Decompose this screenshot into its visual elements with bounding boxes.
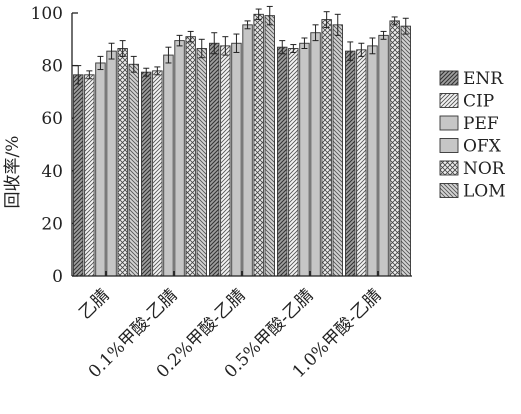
error-bar-cip-1	[154, 66, 161, 76]
error-bar-nor-0	[119, 40, 126, 57]
error-bar-nor-3	[323, 11, 330, 28]
error-bar-nor-4	[391, 16, 398, 26]
error-bar-lom-0	[130, 55, 137, 73]
error-bar-lom-4	[402, 17, 409, 35]
error-bar-ofx-0	[108, 42, 115, 60]
error-bar-pef-3	[301, 37, 308, 50]
error-bar-enr-1	[143, 67, 150, 77]
legend-item-cip: CIP	[439, 92, 494, 112]
bar-cip-3	[288, 48, 299, 277]
legend-label: ENR	[463, 69, 504, 89]
legend-swatch	[439, 93, 459, 108]
error-bar-pef-2	[233, 33, 240, 53]
error-bar-enr-4	[347, 41, 354, 61]
bar-cip-4	[356, 49, 367, 277]
error-bar-lom-3	[334, 13, 341, 36]
error-bar-ofx-4	[380, 30, 387, 40]
error-bar-lom-2	[266, 5, 273, 26]
y-tick-label: 60	[41, 109, 63, 129]
bar-lom-3	[332, 24, 343, 277]
legend-label: PEF	[463, 114, 499, 134]
bars	[73, 5, 411, 277]
bar-cip-2	[220, 45, 231, 277]
bar-pef-0	[95, 62, 106, 277]
bar-lom-2	[264, 15, 275, 277]
bar-nor-3	[321, 19, 332, 277]
error-bar-enr-2	[211, 32, 218, 55]
bar-enr-4	[345, 50, 356, 277]
error-bar-pef-1	[165, 46, 172, 64]
bar-nor-2	[253, 13, 264, 277]
legend-swatch	[439, 70, 459, 86]
error-bar-cip-2	[222, 36, 229, 56]
bar-pef-4	[367, 45, 378, 277]
bar-nor-0	[117, 48, 128, 277]
legend-swatch	[439, 160, 459, 176]
y-tick-label: 20	[41, 214, 63, 234]
legend-swatch	[439, 115, 459, 131]
bar-cip-0	[84, 74, 95, 277]
bar-enr-3	[277, 46, 288, 277]
y-axis-label: 回收率/%	[3, 136, 23, 209]
y-tick-label: 100	[31, 4, 63, 24]
bar-cip-1	[152, 70, 163, 277]
bar-ofx-0	[106, 50, 117, 277]
bar-pef-1	[163, 54, 174, 277]
y-tick-label: 80	[41, 57, 63, 77]
bar-enr-2	[209, 42, 220, 277]
bar-enr-0	[73, 74, 84, 277]
error-bar-pef-4	[369, 37, 376, 55]
error-bar-lom-1	[198, 38, 205, 59]
error-bar-ofx-2	[244, 20, 251, 30]
error-bar-cip-4	[358, 42, 365, 57]
bar-lom-1	[196, 48, 207, 277]
legend-label: CIP	[463, 92, 494, 112]
bar-lom-4	[400, 25, 411, 277]
y-tick-label: 40	[41, 162, 63, 182]
error-bar-ofx-3	[312, 24, 319, 42]
legend-item-nor: NOR	[439, 159, 506, 179]
legend-swatch	[439, 183, 459, 198]
legend-label: LOM	[463, 182, 506, 202]
bar-nor-4	[389, 20, 400, 277]
legend-item-pef: PEF	[439, 114, 499, 134]
bar-ofx-2	[242, 24, 253, 277]
error-bar-pef-0	[97, 55, 104, 71]
x-axis: 乙腈0.1%甲酸-乙腈0.2%甲酸-乙腈0.5%甲酸-乙腈1.0%甲酸-乙腈	[72, 271, 412, 382]
x-tick-label: 乙腈	[75, 285, 113, 323]
legend-item-ofx: OFX	[439, 137, 502, 157]
error-bar-enr-0	[75, 65, 82, 85]
bar-ofx-1	[174, 40, 185, 277]
bar-nor-1	[185, 36, 196, 277]
legend-item-enr: ENR	[439, 69, 504, 89]
error-bar-nor-1	[187, 30, 194, 43]
error-bar-cip-3	[290, 44, 297, 53]
bar-ofx-4	[378, 34, 389, 277]
legend-label: NOR	[463, 159, 506, 179]
error-bar-nor-2	[255, 8, 262, 21]
bar-enr-1	[141, 71, 152, 277]
bar-pef-2	[231, 42, 242, 277]
legend-swatch	[439, 138, 459, 153]
bar-ofx-3	[310, 32, 321, 277]
legend-item-lom: LOM	[439, 182, 506, 202]
error-bar-enr-3	[279, 40, 286, 55]
bar-pef-3	[299, 42, 310, 277]
error-bar-cip-0	[86, 70, 93, 80]
y-axis: 0 20 40 60 80 100	[31, 4, 78, 287]
error-bar-ofx-1	[176, 34, 183, 47]
legend-label: OFX	[463, 137, 502, 157]
bar-lom-0	[128, 63, 139, 277]
y-tick-label: 0	[52, 267, 63, 287]
